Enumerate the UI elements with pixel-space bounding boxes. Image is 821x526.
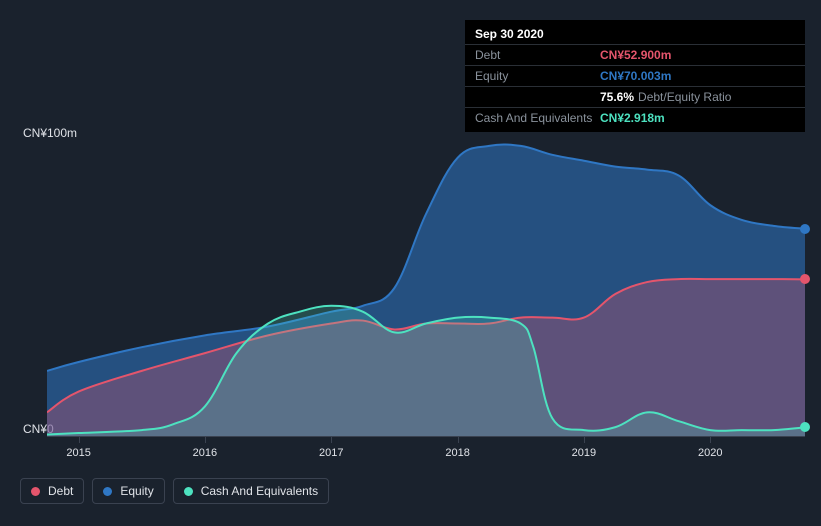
x-tick bbox=[331, 437, 332, 443]
tooltip-row: Cash And EquivalentsCN¥2.918m bbox=[465, 107, 805, 128]
legend-label: Debt bbox=[48, 484, 73, 498]
legend: Debt Equity Cash And Equivalents bbox=[20, 478, 329, 504]
x-axis-label: 2017 bbox=[319, 447, 343, 459]
x-tick bbox=[205, 437, 206, 443]
tooltip-title: Sep 30 2020 bbox=[465, 24, 805, 44]
y-axis-label: CN¥100m bbox=[23, 126, 77, 140]
series-end-marker bbox=[800, 274, 810, 284]
x-axis-label: 2015 bbox=[66, 447, 90, 459]
legend-item[interactable]: Equity bbox=[92, 478, 164, 504]
tooltip-label bbox=[475, 90, 600, 104]
legend-dot-icon bbox=[103, 487, 112, 496]
x-tick bbox=[710, 437, 711, 443]
x-tick bbox=[458, 437, 459, 443]
x-axis-label: 2019 bbox=[572, 447, 596, 459]
x-axis-label: 2018 bbox=[445, 447, 469, 459]
tooltip-value: CN¥70.003m bbox=[600, 69, 671, 83]
x-tick bbox=[584, 437, 585, 443]
legend-item[interactable]: Debt bbox=[20, 478, 84, 504]
x-tick bbox=[79, 437, 80, 443]
chart-svg bbox=[47, 140, 805, 436]
legend-label: Equity bbox=[120, 484, 153, 498]
legend-label: Cash And Equivalents bbox=[201, 484, 318, 498]
tooltip-row: DebtCN¥52.900m bbox=[465, 44, 805, 65]
x-axis: 2015 2016 2017 2018 2019 2020 bbox=[47, 436, 805, 460]
tooltip-label: Cash And Equivalents bbox=[475, 111, 600, 125]
tooltip-value: CN¥52.900m bbox=[600, 48, 671, 62]
legend-item[interactable]: Cash And Equivalents bbox=[173, 478, 329, 504]
x-axis-label: 2016 bbox=[193, 447, 217, 459]
legend-dot-icon bbox=[184, 487, 193, 496]
tooltip-row: EquityCN¥70.003m bbox=[465, 65, 805, 86]
tooltip-value: 75.6%Debt/Equity Ratio bbox=[600, 90, 731, 104]
tooltip-extra: Debt/Equity Ratio bbox=[638, 90, 731, 104]
tooltip-row: 75.6%Debt/Equity Ratio bbox=[465, 86, 805, 107]
x-axis-label: 2020 bbox=[698, 447, 722, 459]
chart-area bbox=[47, 140, 805, 436]
tooltip-value: CN¥2.918m bbox=[600, 111, 665, 125]
tooltip-label: Debt bbox=[475, 48, 600, 62]
series-end-marker bbox=[800, 224, 810, 234]
tooltip: Sep 30 2020 DebtCN¥52.900mEquityCN¥70.00… bbox=[465, 20, 805, 132]
tooltip-label: Equity bbox=[475, 69, 600, 83]
legend-dot-icon bbox=[31, 487, 40, 496]
series-end-marker bbox=[800, 422, 810, 432]
